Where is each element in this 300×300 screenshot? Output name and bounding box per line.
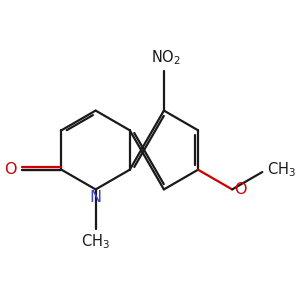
Text: NO$_2$: NO$_2$ xyxy=(151,49,181,68)
Text: O: O xyxy=(4,162,16,177)
Text: CH$_3$: CH$_3$ xyxy=(267,160,296,179)
Text: O: O xyxy=(235,182,247,197)
Text: N: N xyxy=(90,190,102,205)
Text: CH$_3$: CH$_3$ xyxy=(81,232,110,251)
